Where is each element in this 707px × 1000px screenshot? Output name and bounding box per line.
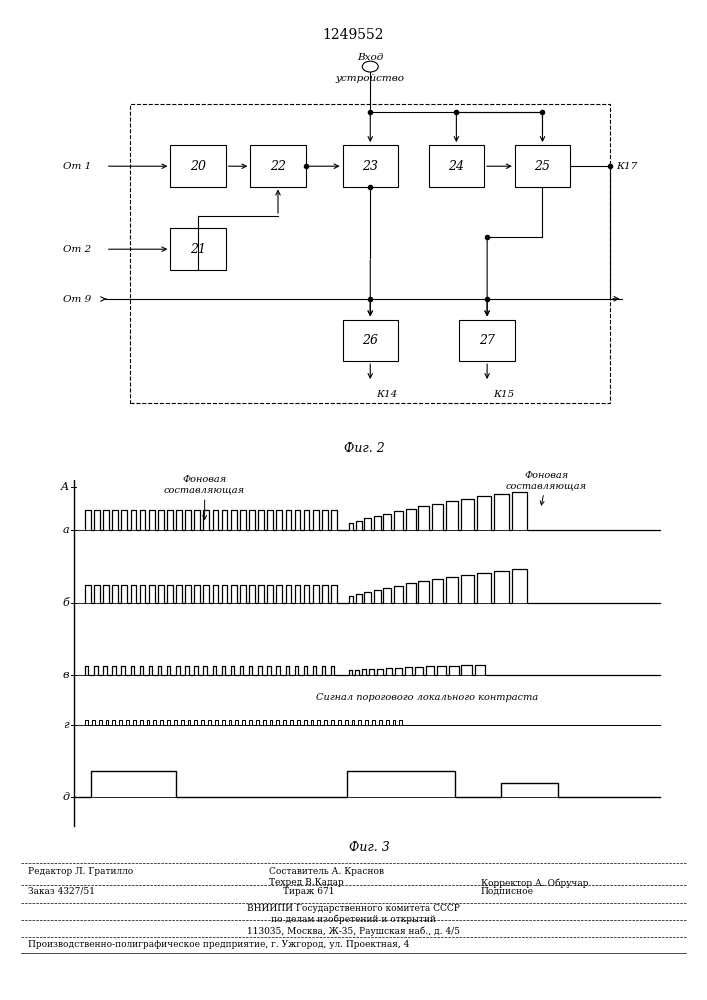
Bar: [130, 104, 610, 403]
Text: Заказ 4327/51: Заказ 4327/51: [28, 887, 95, 896]
Text: От 2: От 2: [63, 245, 91, 254]
Text: К17: К17: [617, 162, 638, 171]
Text: Подписное: Подписное: [481, 887, 534, 896]
Bar: [170, 228, 226, 270]
Text: 25: 25: [534, 160, 551, 173]
Text: Составитель А. Краснов: Составитель А. Краснов: [269, 867, 384, 876]
Text: по делам изобретений и открытий: по делам изобретений и открытий: [271, 915, 436, 924]
Bar: [460, 320, 515, 361]
Bar: [250, 145, 305, 187]
Text: 27: 27: [479, 334, 495, 347]
Text: A: A: [61, 482, 69, 492]
Text: Фоновая
составляющая: Фоновая составляющая: [164, 475, 245, 519]
Text: От 9: От 9: [63, 294, 91, 304]
Text: 113035, Москва, Ж-35, Раушская наб., д. 4/5: 113035, Москва, Ж-35, Раушская наб., д. …: [247, 926, 460, 936]
Bar: [428, 145, 484, 187]
Bar: [343, 145, 398, 187]
Text: Производственно-полиграфическое предприятие, г. Ужгород, ул. Проектная, 4: Производственно-полиграфическое предприя…: [28, 940, 409, 949]
Text: д: д: [62, 792, 69, 802]
Text: Редактор Л. Гратилло: Редактор Л. Гратилло: [28, 867, 134, 876]
Text: 1249552: 1249552: [323, 28, 384, 42]
Bar: [515, 145, 570, 187]
Text: К15: К15: [493, 390, 515, 399]
Text: Сигнал порогового локального контраста: Сигнал порогового локального контраста: [315, 693, 538, 702]
Text: К14: К14: [376, 390, 397, 399]
Text: 21: 21: [190, 243, 206, 256]
Text: г: г: [64, 720, 69, 730]
Text: устройство: устройство: [336, 74, 404, 83]
Text: 23: 23: [362, 160, 378, 173]
Text: Вход: Вход: [357, 53, 383, 62]
Bar: [170, 145, 226, 187]
Text: Фиг. 3: Фиг. 3: [349, 841, 390, 854]
Text: ВНИИПИ Государственного комитета СССР: ВНИИПИ Государственного комитета СССР: [247, 904, 460, 913]
Text: От 1: От 1: [63, 162, 91, 171]
Text: Корректор А. Обручар: Корректор А. Обручар: [481, 878, 588, 888]
Text: в: в: [63, 670, 69, 680]
Bar: [343, 320, 398, 361]
Text: 24: 24: [448, 160, 464, 173]
Text: 20: 20: [190, 160, 206, 173]
Text: Тираж 671: Тираж 671: [283, 887, 334, 896]
Text: 26: 26: [362, 334, 378, 347]
Text: Техред В.Кадар: Техред В.Кадар: [269, 878, 344, 887]
Text: а: а: [62, 525, 69, 535]
Text: б: б: [62, 598, 69, 608]
Text: Фоновая
составляющая: Фоновая составляющая: [506, 471, 587, 505]
Text: 22: 22: [270, 160, 286, 173]
Text: Фиг. 2: Фиг. 2: [344, 442, 385, 455]
